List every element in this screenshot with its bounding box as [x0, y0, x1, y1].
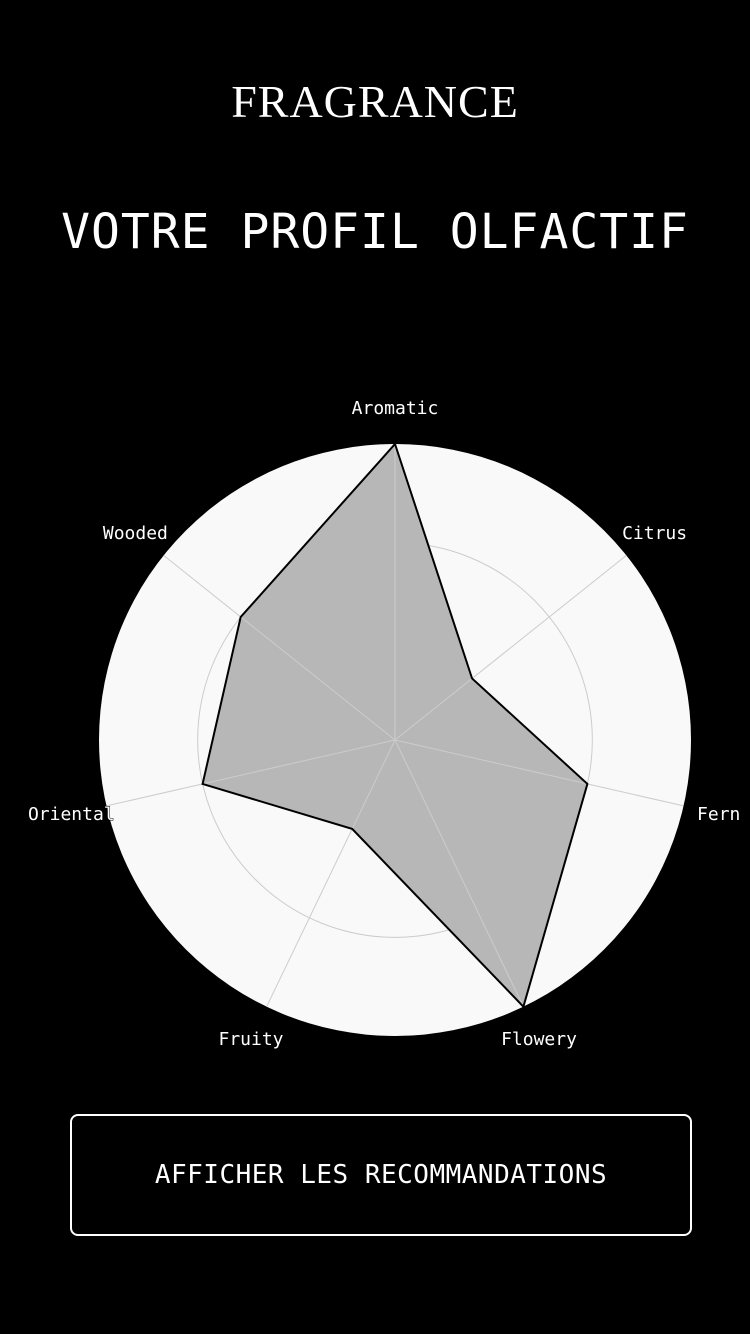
radar-spoke-citrus	[394, 555, 627, 741]
brand-logo: FRAGRANCE	[231, 76, 519, 127]
radar-svg: Aromatic Citrus Fern Flowery Fruity Oriental W…	[27, 398, 740, 1051]
axis-label-aromatic: Aromatic	[352, 398, 439, 419]
olfactory-radar-chart: Aromatic Citrus Fern Flowery Fruity Oriental W…	[0, 380, 750, 1080]
radar-spoke-fruity	[266, 739, 396, 1007]
show-recommendations-button[interactable]: AFFICHER LES RECOMMANDATIONS	[70, 1114, 692, 1236]
axis-label-flowery: Flowery	[501, 1029, 577, 1050]
radar-spoke-flowery	[394, 739, 524, 1007]
axis-label-fern: Fern	[697, 804, 740, 825]
axis-label-fruity: Fruity	[218, 1029, 283, 1050]
axis-label-wooded: Wooded	[103, 523, 168, 544]
radar-data-outline	[201, 442, 589, 1009]
radar-spoke-fern	[394, 739, 684, 807]
page-title: VOTRE PROFIL OLFACTIF	[61, 204, 689, 260]
axis-label-citrus: Citrus	[622, 523, 687, 544]
radar-spoke-oriental	[106, 739, 396, 807]
radar-spoke-wooded	[163, 555, 396, 741]
axis-label-oriental: Oriental	[28, 804, 115, 825]
